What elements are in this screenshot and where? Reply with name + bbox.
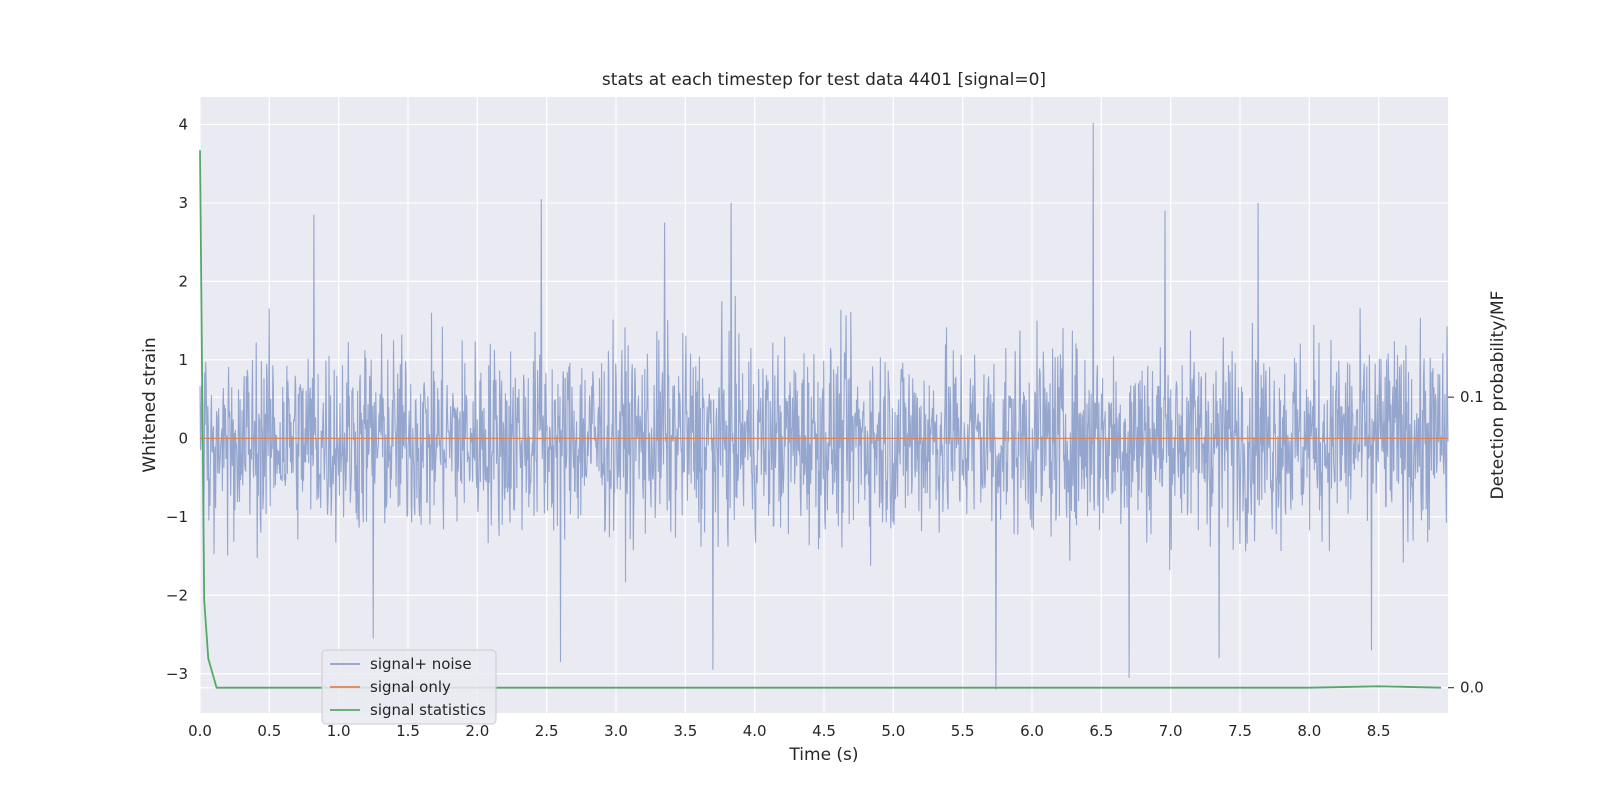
x-tick-label: 7.5: [1228, 722, 1252, 740]
x-tick-label: 4.0: [743, 722, 767, 740]
legend: signal+ noise signal only signal statistic…: [321, 649, 497, 725]
y2-axis-label: Detection probability/MF: [1488, 291, 1508, 500]
x-tick-label: 1.5: [396, 722, 420, 740]
ticks-layer: 0.0 0.5 1.0 1.5 2.0 2.5 3.0 3.5 4.0 4.5 5.0 5.5 6.0 6…: [166, 115, 1484, 740]
x-tick-label: 5.5: [951, 722, 975, 740]
legend-label: signal+ noise: [370, 655, 472, 673]
x-tick-label: 5.0: [881, 722, 905, 740]
x-tick-label: 2.0: [465, 722, 489, 740]
y-tick-label: 1: [178, 351, 188, 369]
x-tick-label: 7.0: [1159, 722, 1183, 740]
y2-tick-label: 0.0: [1460, 679, 1484, 697]
x-axis-label: Time (s): [788, 745, 858, 765]
series-signal-statistics-line: [199, 150, 1442, 689]
y-tick-label: 4: [178, 115, 188, 133]
x-tick-label: 3.0: [604, 722, 628, 740]
x-tick-label: 2.5: [535, 722, 559, 740]
x-tick-label: 6.5: [1089, 722, 1113, 740]
x-tick-label: 4.5: [812, 722, 836, 740]
legend-box: [321, 649, 497, 725]
y2-tick-label: 0.1: [1460, 388, 1484, 406]
series-layer: [199, 122, 1449, 690]
y-axis-label: Whitened strain: [140, 337, 160, 472]
y-tick-label: −1: [166, 508, 188, 526]
y-tick-label: −2: [166, 586, 188, 604]
y-tick-label: 2: [178, 272, 188, 290]
x-tick-label: 8.0: [1297, 722, 1321, 740]
legend-label: signal statistics: [370, 701, 486, 719]
y-tick-label: 3: [178, 194, 188, 212]
x-tick-label: 1.0: [327, 722, 351, 740]
chart-title: stats at each timestep for test data 440…: [602, 70, 1046, 90]
x-tick-label: 6.0: [1020, 722, 1044, 740]
x-tick-label: 0.0: [188, 722, 212, 740]
x-tick-label: 3.5: [673, 722, 697, 740]
series-signal-noise-line: [199, 122, 1449, 690]
x-tick-label: 0.5: [257, 722, 281, 740]
legend-label: signal only: [370, 678, 451, 696]
y-tick-label: −3: [166, 665, 188, 683]
x-tick-label: 8.5: [1367, 722, 1391, 740]
y-tick-label: 0: [178, 429, 188, 447]
